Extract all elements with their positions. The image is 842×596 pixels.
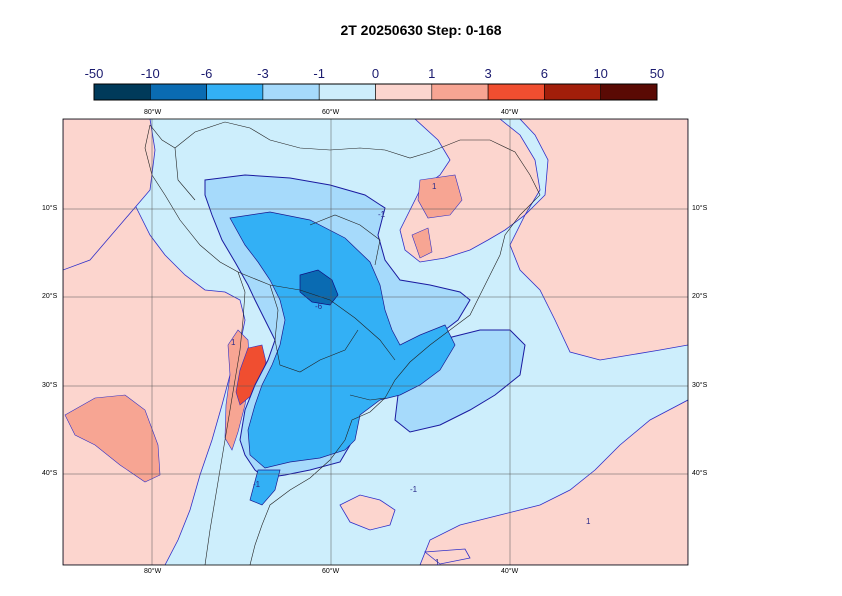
lon-label-top: 60°W	[322, 109, 340, 116]
colorbar-tick-label: 0	[371, 66, 380, 81]
lat-label-left: 20°S	[42, 293, 58, 300]
contour-label: -6	[315, 302, 323, 311]
graticule	[63, 119, 688, 565]
contour-label: -1	[410, 485, 418, 494]
contour-label: 1	[231, 338, 236, 347]
colorbar-tick-label: -6	[200, 66, 213, 81]
colorbar-tick-label: 10	[593, 66, 608, 81]
map-frame	[62, 118, 689, 566]
colorbar-tick-label: 1	[428, 66, 436, 81]
lon-label-top: 80°W	[144, 109, 162, 116]
lat-label-left: 30°S	[42, 382, 58, 389]
lat-label-left: 10°S	[42, 205, 58, 212]
colorbar-tick-label: -1	[313, 66, 325, 81]
field-negative-3-6	[229, 211, 456, 506]
coastlines	[144, 121, 541, 565]
lat-label-right: 10°S	[692, 205, 708, 212]
lon-label-top: 40°W	[501, 109, 519, 116]
colorbar-tick-label: 50	[649, 66, 665, 81]
colorbar	[93, 83, 658, 101]
chart-title: 2T 20250630 Step: 0-168	[340, 22, 502, 38]
lon-label-bottom: 40°W	[501, 568, 519, 575]
lat-label-right: 40°S	[692, 470, 708, 477]
lon-label-bottom: 60°W	[322, 568, 340, 575]
contour-label: -1	[253, 480, 261, 489]
field-negative-6-10	[299, 269, 339, 306]
contour-label: 1	[435, 558, 440, 567]
contour-labels: 1 -1 -6 -1 1 1 -1 1	[231, 182, 591, 567]
lon-label-bottom: 80°W	[144, 568, 162, 575]
contour-label: 1	[586, 517, 591, 526]
colorbar-tick-label: 6	[540, 66, 549, 81]
colorbar-tick-label: -3	[257, 66, 269, 81]
lat-label-right: 30°S	[692, 382, 708, 389]
contour-label: 1	[432, 182, 437, 191]
lat-label-right: 20°S	[692, 293, 708, 300]
lat-label-left: 40°S	[42, 470, 58, 477]
colorbar-tick-label: -50	[84, 66, 104, 81]
colorbar-tick-label: -10	[140, 66, 160, 81]
colorbar-tick-label: 3	[484, 66, 492, 81]
contour-label: -1	[378, 210, 386, 219]
